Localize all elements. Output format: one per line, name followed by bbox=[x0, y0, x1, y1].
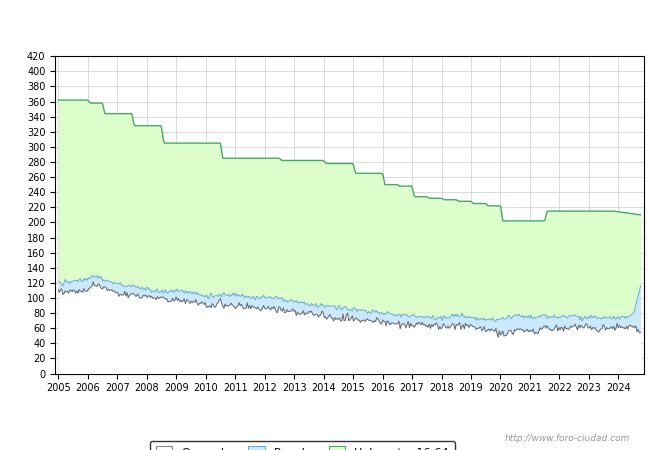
Legend: Ocupados, Parados, Hab. entre 16-64: Ocupados, Parados, Hab. entre 16-64 bbox=[150, 441, 454, 450]
Text: Destriana - Evolucion de la poblacion en edad de Trabajar Septiembre de 2024: Destriana - Evolucion de la poblacion en… bbox=[49, 19, 601, 32]
Text: http://www.foro-ciudad.com: http://www.foro-ciudad.com bbox=[505, 434, 630, 443]
